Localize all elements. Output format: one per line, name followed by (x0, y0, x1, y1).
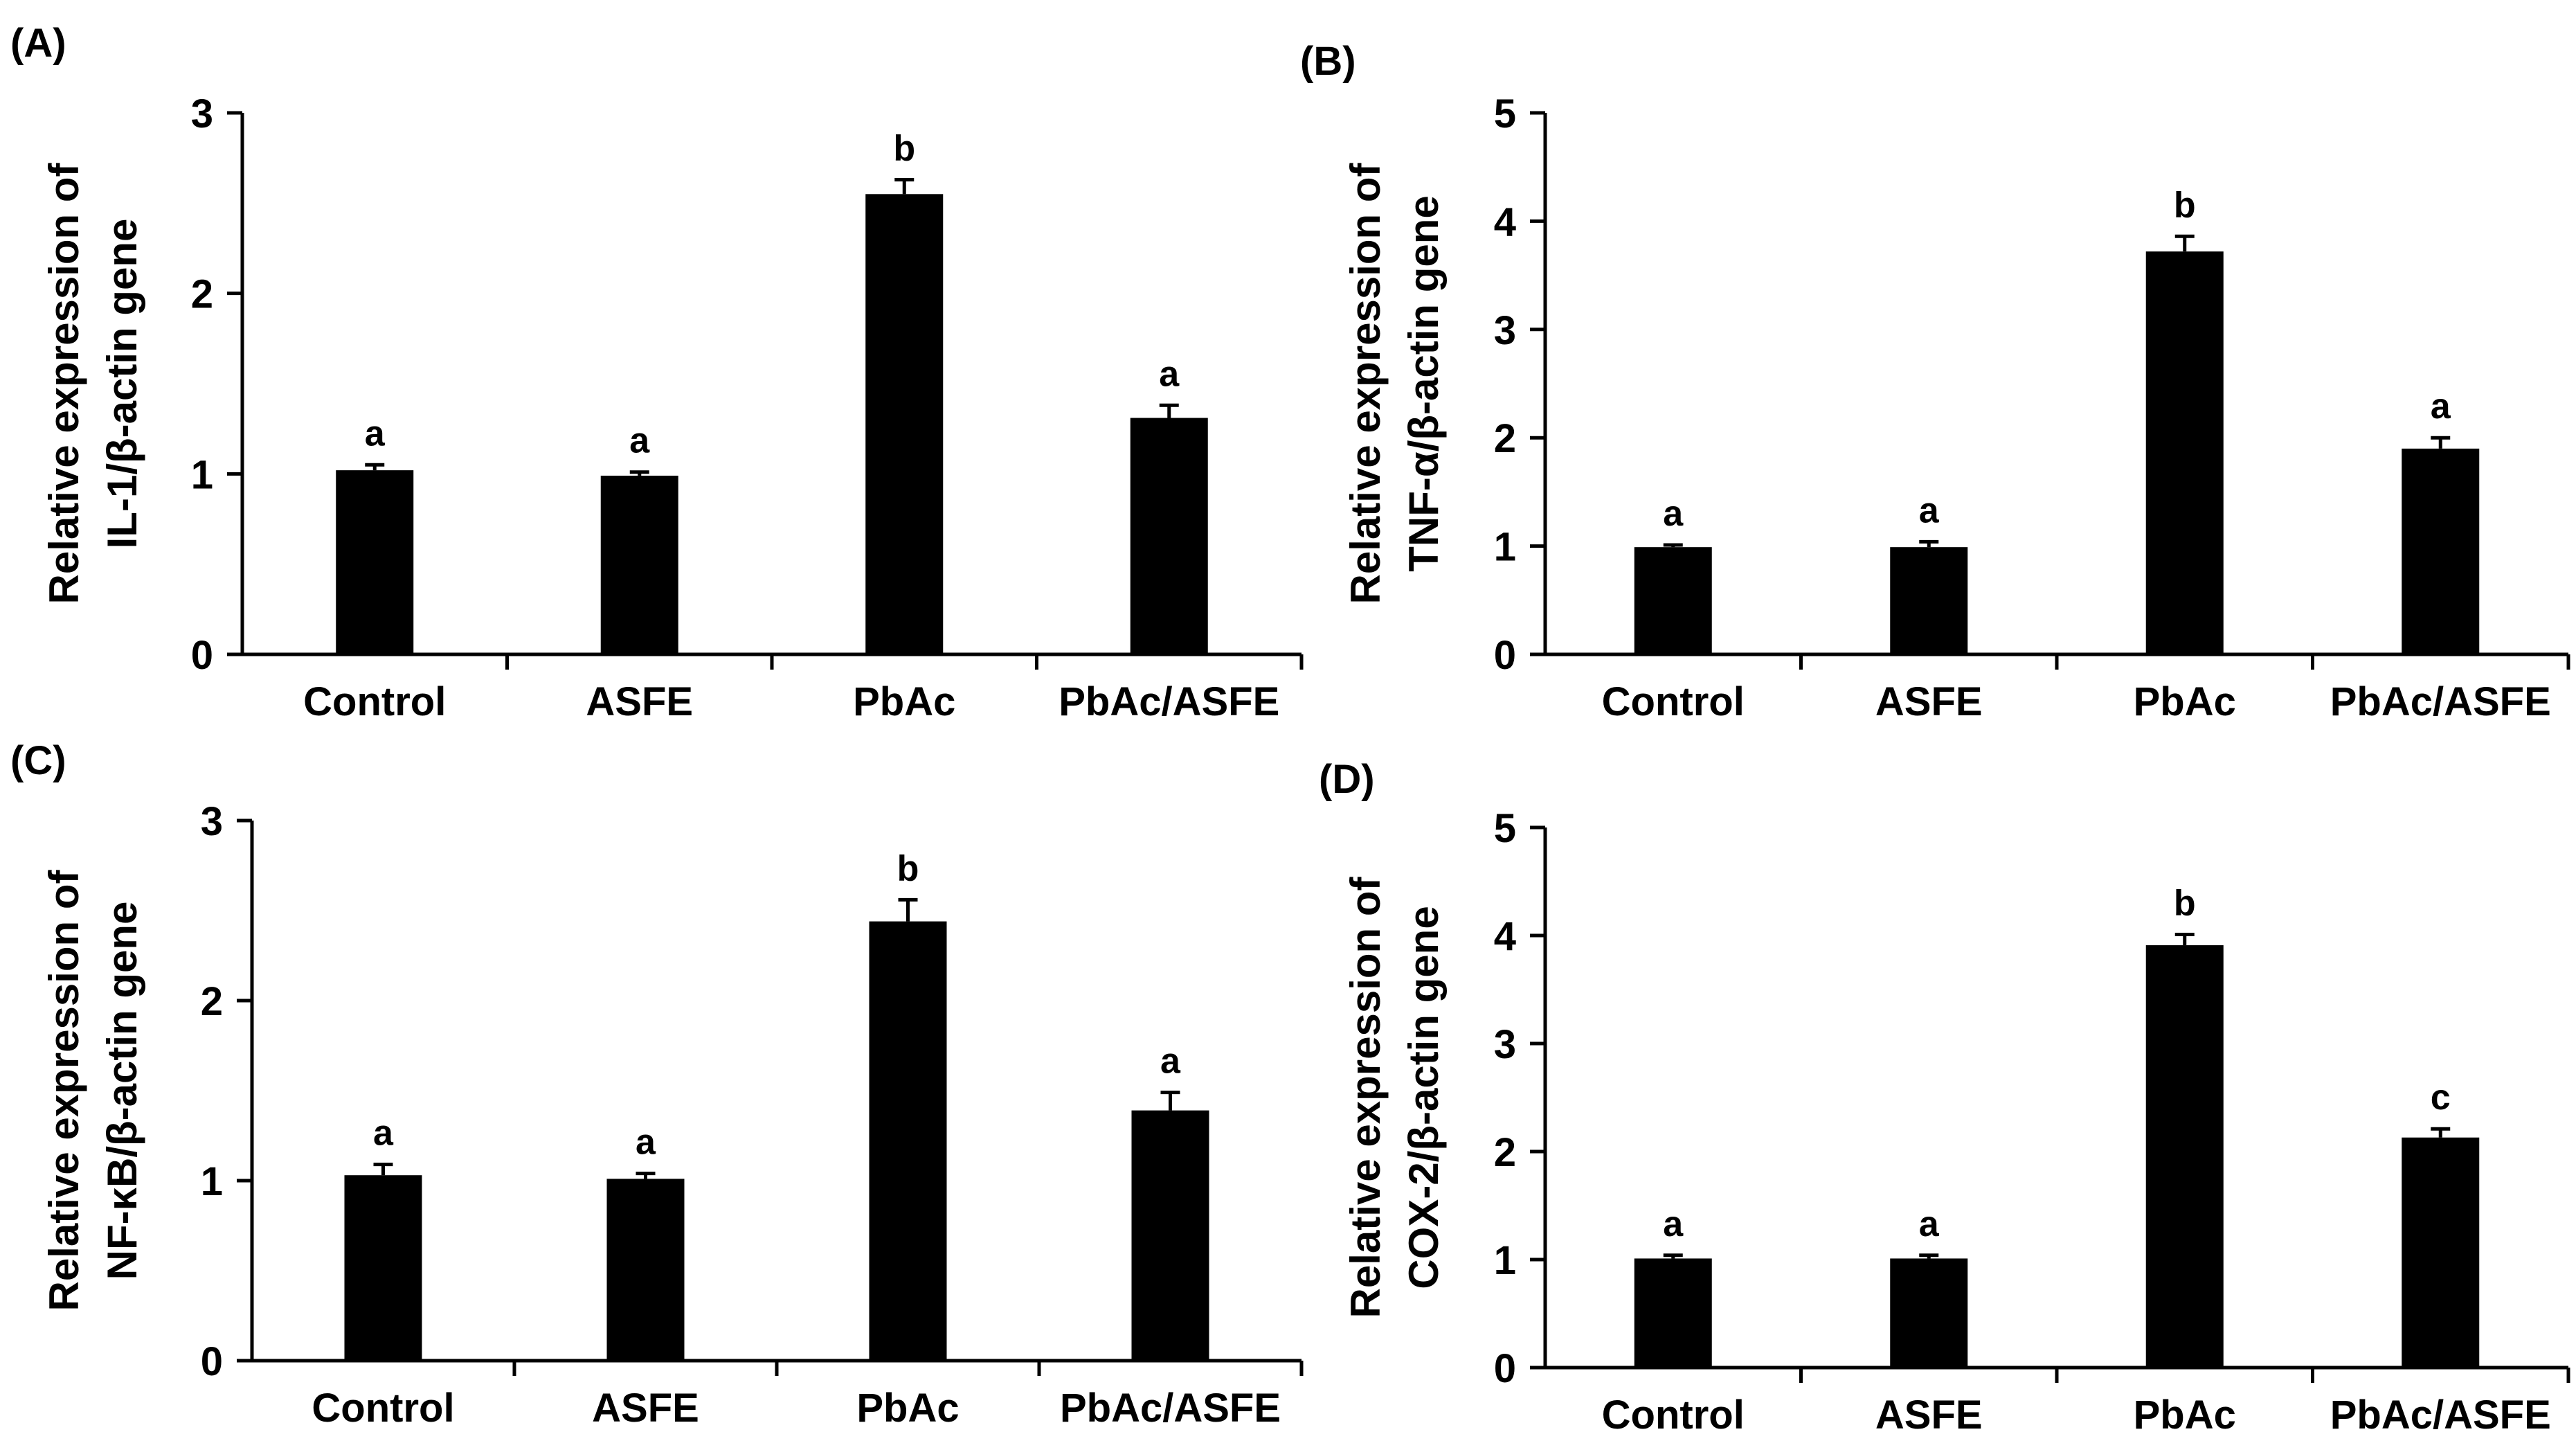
chart-b-category-label: ASFE (1875, 679, 1983, 724)
chart-c-bar (344, 1175, 422, 1361)
chart-a-significance-label: a (1159, 354, 1180, 394)
chart-a-bar (1130, 418, 1208, 654)
chart-c-ytick-label: 3 (201, 799, 223, 844)
chart-c-ytick-label: 1 (201, 1159, 223, 1204)
chart-a-ytick-label: 2 (191, 272, 213, 317)
chart-b-ytick-label: 3 (1494, 308, 1516, 353)
chart-c-category-label: Control (312, 1386, 454, 1431)
chart-d-ytick-label: 2 (1494, 1130, 1516, 1175)
chart-b-panel-label: (B) (1300, 39, 1356, 84)
chart-b-category-label: PbAc/ASFE (2330, 679, 2551, 724)
chart-a-ytick-label: 1 (191, 452, 213, 497)
chart-c-significance-label: a (636, 1122, 656, 1163)
chart-d-significance-label: a (1663, 1204, 1684, 1244)
chart-b-ytick-label: 5 (1494, 91, 1516, 136)
chart-d-ylabel-line1: Relative expression of (1342, 877, 1389, 1318)
chart-d-category-label: Control (1602, 1393, 1745, 1438)
chart-c-bar (606, 1179, 685, 1361)
chart-d-significance-label: c (2431, 1077, 2451, 1118)
chart-b-significance-label: a (1663, 494, 1684, 534)
chart-c-bar (869, 921, 947, 1361)
chart-b-ytick-label: 0 (1494, 633, 1516, 678)
chart-c-ytick-label: 2 (201, 979, 223, 1024)
chart-a-bar (865, 194, 944, 654)
chart-b-ytick-label: 1 (1494, 525, 1516, 570)
chart-d-bar (1634, 1258, 1712, 1368)
chart-b-ylabel-line1: Relative expression of (1342, 163, 1389, 605)
chart-b-bar (1890, 547, 1968, 654)
chart-d-category-label: PbAc/ASFE (2330, 1393, 2551, 1438)
chart-a-ylabel-line2: IL-1/β-actin gene (99, 219, 145, 549)
chart-b-bar (1634, 547, 1712, 654)
chart-d-ylabel-line2: COX-2/β-actin gene (1400, 906, 1447, 1289)
chart-d-bar (1890, 1258, 1968, 1368)
chart-a-bar (600, 475, 678, 654)
chart-d-panel-label: (D) (1319, 757, 1375, 802)
chart-a-ytick-label: 3 (191, 91, 213, 136)
chart-a-panel-label: (A) (10, 21, 66, 66)
chart-b-significance-label: a (2431, 386, 2451, 427)
chart-c-panel: (C) Relative expression of NF-κB/β-actin g… (10, 738, 1304, 1431)
chart-d-category-label: ASFE (1875, 1393, 1983, 1438)
chart-d-category-label: PbAc (2134, 1393, 2236, 1438)
chart-c-category-label: PbAc/ASFE (1060, 1386, 1281, 1431)
chart-a-ytick-label: 0 (191, 633, 213, 678)
chart-b-ytick-label: 2 (1494, 416, 1516, 461)
chart-b-panel: (B) Relative expression of TNF-α/β-actin g… (1300, 39, 2570, 724)
chart-c-bar (1131, 1110, 1209, 1361)
chart-a-category-label: ASFE (586, 679, 693, 724)
chart-a-ylabel-line1: Relative expression of (41, 163, 87, 605)
chart-d-ytick-label: 5 (1494, 806, 1516, 851)
chart-a-significance-label: a (629, 421, 650, 461)
chart-d-significance-label: a (1919, 1204, 1940, 1244)
chart-b-ytick-label: 4 (1494, 199, 1516, 244)
chart-b-significance-label: b (2174, 185, 2196, 225)
chart-d-significance-label: b (2174, 883, 2196, 923)
chart-c-category-label: ASFE (592, 1386, 699, 1431)
chart-a-category-label: Control (303, 679, 446, 724)
chart-b-bar (2402, 448, 2480, 654)
chart-d-bar (2402, 1137, 2480, 1368)
chart-c-panel-label: (C) (10, 738, 66, 783)
chart-c-category-label: PbAc (856, 1386, 959, 1431)
chart-a-significance-label: a (365, 413, 386, 454)
chart-b-ylabel-line2: TNF-α/β-actin gene (1400, 195, 1447, 572)
chart-b-category-label: Control (1602, 679, 1745, 724)
chart-b-significance-label: a (1919, 490, 1940, 530)
chart-c-ylabel-line1: Relative expression of (41, 870, 87, 1312)
chart-a-bar (336, 470, 414, 654)
chart-d-panel: (D) Relative expression of COX-2/β-actin g… (1319, 757, 2570, 1438)
chart-c-significance-label: a (373, 1113, 394, 1154)
chart-b-bar (2145, 251, 2224, 654)
chart-c-significance-label: b (897, 848, 919, 888)
chart-d-ytick-label: 0 (1494, 1346, 1516, 1391)
chart-c-ylabel-line2: NF-κB/β-actin gene (99, 902, 145, 1280)
chart-c-ytick-label: 0 (201, 1339, 223, 1384)
chart-a-category-label: PbAc (853, 679, 955, 724)
chart-a-significance-label: b (893, 128, 915, 168)
chart-d-bar (2145, 945, 2224, 1368)
chart-a-panel: (A) Relative expression of IL-1/β-actin ge… (10, 21, 1304, 724)
chart-b-category-label: PbAc (2134, 679, 2236, 724)
chart-c-significance-label: a (1160, 1041, 1181, 1082)
chart-d-ytick-label: 1 (1494, 1238, 1516, 1283)
chart-d-ytick-label: 4 (1494, 914, 1516, 959)
chart-d-ytick-label: 3 (1494, 1022, 1516, 1067)
chart-a-category-label: PbAc/ASFE (1059, 679, 1279, 724)
